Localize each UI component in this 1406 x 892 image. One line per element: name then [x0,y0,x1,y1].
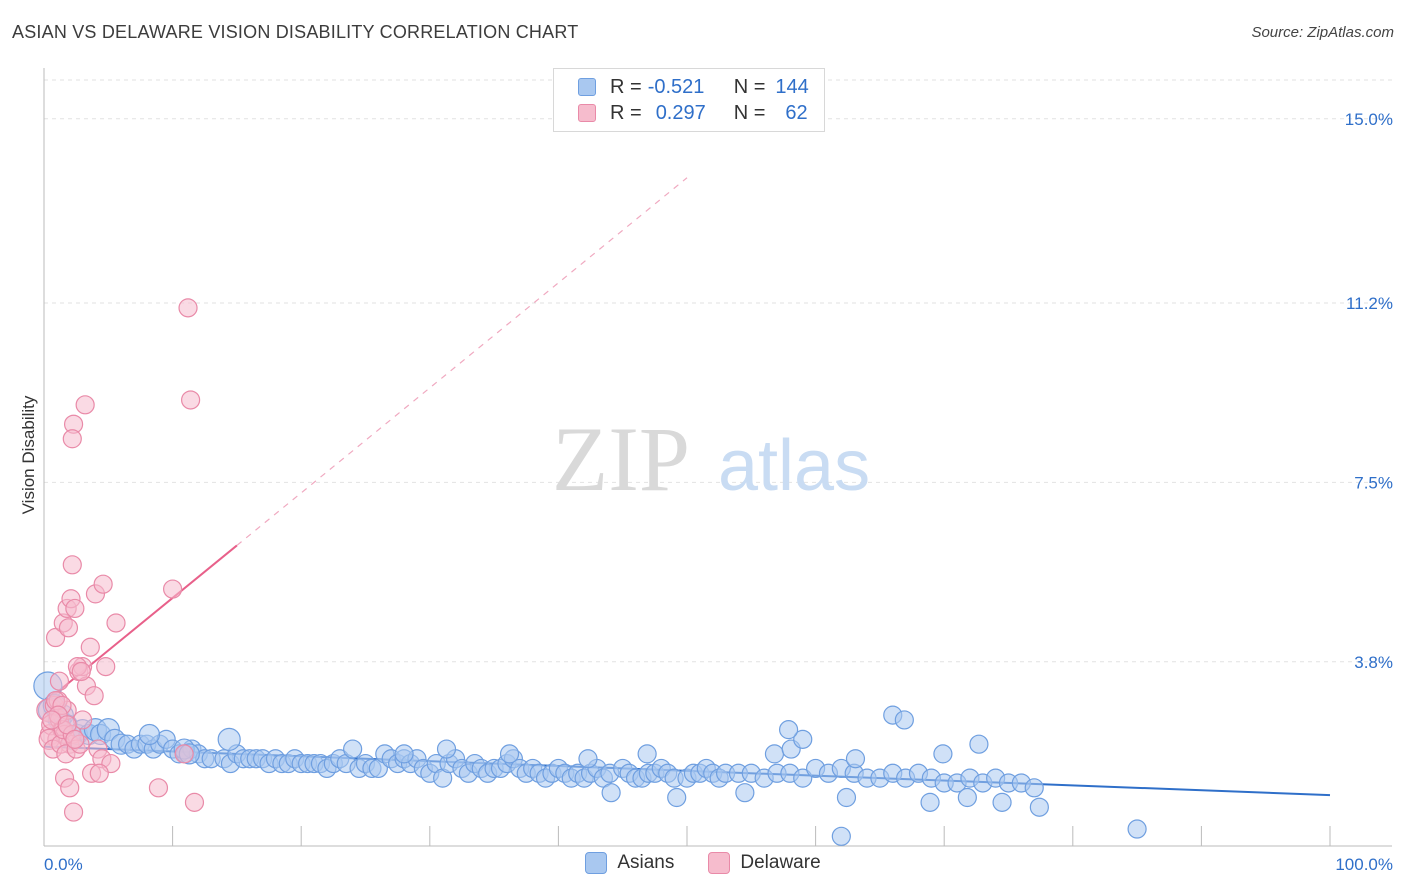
asians-point [1029,797,1049,817]
asians-point [1024,778,1044,798]
delaware-point [84,686,104,706]
asians-point [831,826,851,846]
delaware-point [89,763,109,783]
asians-point [793,768,813,788]
delaware-point [65,598,85,619]
asians-point [1127,819,1147,839]
stats-legend-row-delaware: R = 0.297 N = 62 [578,100,808,126]
y-axis-label: Vision Disability [19,395,38,514]
asians-swatch [578,78,596,96]
delaware-point [80,637,100,657]
asians-point [992,792,1012,812]
delaware-point [49,671,70,691]
y-tick-label: 15.0% [1345,110,1393,129]
delaware-point [65,729,85,749]
delaware-point [178,298,198,318]
asians-point [667,787,687,808]
asians-point [778,720,799,740]
watermark-zip: ZIP [552,408,690,510]
data-points [33,298,1147,846]
asians-point [957,787,977,808]
legend-item-delaware[interactable]: Delaware [708,852,821,874]
delaware-point [148,778,169,798]
asians-legend-swatch [585,852,608,874]
r-value: -0.521 [647,75,705,98]
asians-point [845,749,866,769]
legend-item-asians[interactable]: Asians [585,852,674,874]
asians-point [578,749,598,769]
asians-point [969,734,989,754]
x-tick-label: 100.0% [1335,855,1393,874]
asians-point [920,792,940,812]
asians-point [394,744,414,764]
asians-point [793,729,813,749]
asians-point [764,744,785,764]
delaware-point [106,613,126,633]
asians-point [138,723,161,746]
n-label: N = [733,101,766,124]
watermark: ZIP atlas [552,408,870,510]
delaware-point [62,555,82,575]
n-value: 144 [775,75,809,98]
y-tick-label: 3.8% [1354,653,1393,672]
chart-source: Source: ZipAtlas.com [1251,24,1394,41]
series-legend: Asians Delaware [0,852,1406,874]
delaware-point [163,579,183,599]
n-value: 62 [785,101,808,124]
watermark-atlas: atlas [718,426,870,506]
legend-label-delaware: Delaware [740,852,821,873]
asians-point [436,739,457,759]
y-tick-label: 7.5% [1354,473,1393,492]
asians-point [637,744,657,764]
asians-point [601,783,621,803]
chart-title: ASIAN VS DELAWARE VISION DISABILITY CORR… [12,22,579,42]
asians-point [343,739,363,759]
y-tick-label: 11.2% [1346,294,1393,313]
delaware-point [62,429,82,449]
asians-point [217,727,241,751]
legend-label-asians: Asians [617,852,675,873]
tick-labels: 3.8% 7.5% 11.2% 15.0% 0.0% 100.0% [44,110,1393,874]
asians-point [933,744,953,764]
grid-lines [44,79,1392,663]
delaware-swatch [578,104,596,122]
delaware-point [60,778,80,798]
delaware-point [58,618,79,638]
delaware-point [63,802,84,822]
delaware-point [184,792,205,812]
delaware-point [75,395,95,415]
delaware-legend-swatch [708,852,731,874]
asians-point [735,783,755,803]
asians-point [894,710,914,730]
r-label: R = [610,75,642,98]
delaware-trend-extension [236,177,688,546]
asians-point [499,744,520,764]
delaware-point [181,390,201,410]
delaware-point [93,574,113,594]
asians-point [836,787,857,808]
r-value: 0.297 [655,101,706,124]
n-label: N = [733,75,766,98]
x-tick-label: 0.0% [44,855,83,874]
stats-legend-row-asians: R = -0.521 N = 144 [578,74,809,100]
delaware-point [96,657,116,677]
delaware-point [71,661,91,682]
stats-legend: R = -0.521 N = 144 R = 0.297 N = 62 [553,68,825,132]
delaware-point [174,744,194,764]
r-label: R = [610,101,642,124]
